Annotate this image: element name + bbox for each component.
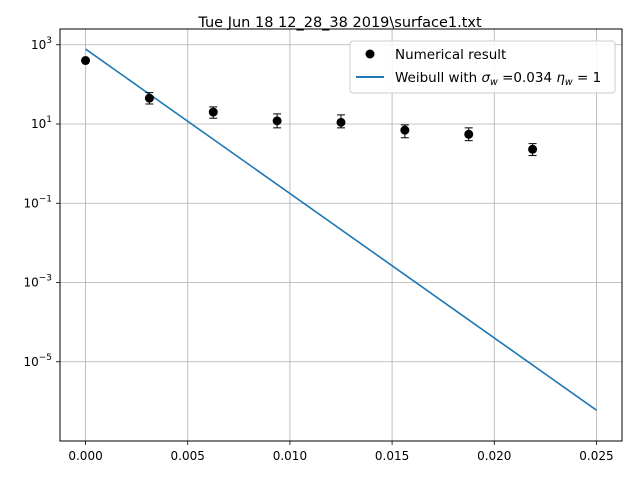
legend-box	[349, 40, 616, 94]
data-point	[528, 144, 538, 154]
legend-label-weibull: Weibull with σw =0.034 ηw = 1	[395, 70, 601, 88]
y-tick-label-base: 10	[23, 355, 38, 369]
data-point	[208, 107, 218, 117]
x-tick-label: 0.010	[273, 449, 307, 463]
legend-weibull-prefix: Weibull with	[395, 70, 481, 86]
y-tick-label-base: 10	[23, 196, 38, 210]
legend-marker-numerical	[365, 49, 375, 59]
legend: Numerical result Weibull with σw =0.034 …	[349, 40, 616, 94]
weibull-line-layer	[85, 48, 597, 411]
x-tick-label: 0.020	[477, 449, 511, 463]
y-tick-label-base: 10	[31, 117, 46, 131]
y-tick-label-exponent: 3	[46, 36, 52, 46]
legend-sigma-value: =0.034	[498, 70, 557, 86]
y-tick-label: 10−5	[23, 353, 52, 369]
x-tick-label: 0.015	[375, 449, 409, 463]
chart-title: Tue Jun 18 12_28_38 2019\surface1.txt	[197, 15, 482, 31]
legend-eta-symbol: η	[556, 70, 565, 86]
data-point	[81, 56, 91, 66]
y-tick-label-exponent: −3	[39, 274, 52, 284]
legend-eta-value: = 1	[573, 70, 601, 86]
plot-area	[81, 48, 597, 411]
legend-sigma-subscript: w	[490, 77, 498, 88]
y-tick-label: 10−1	[23, 194, 52, 210]
y-tick-label-exponent: 1	[46, 115, 52, 125]
x-tick-label: 0.005	[171, 449, 205, 463]
y-tick-label: 103	[31, 36, 52, 52]
legend-eta-subscript: w	[565, 77, 573, 88]
y-tick-label-exponent: −5	[39, 353, 52, 363]
y-tick-label-base: 10	[23, 276, 38, 290]
x-axis: 0.000 0.005 0.010 0.015 0.020 0.025	[68, 441, 614, 463]
y-tick-label: 10−3	[23, 274, 52, 290]
y-tick-label-base: 10	[31, 38, 46, 52]
numerical-points-layer	[81, 56, 538, 157]
data-point	[400, 125, 410, 135]
y-tick-label-exponent: −1	[39, 194, 52, 204]
plot-frame	[59, 28, 623, 442]
legend-sigma-symbol: σ	[481, 70, 490, 86]
data-point	[464, 129, 474, 139]
weibull-line	[85, 48, 597, 411]
x-tick-label: 0.025	[579, 449, 613, 463]
data-point	[272, 116, 282, 126]
data-point	[336, 117, 346, 127]
legend-label-numerical: Numerical result	[395, 47, 506, 63]
data-point	[144, 93, 154, 103]
x-tick-label: 0.000	[68, 449, 102, 463]
y-tick-label: 101	[31, 115, 52, 131]
